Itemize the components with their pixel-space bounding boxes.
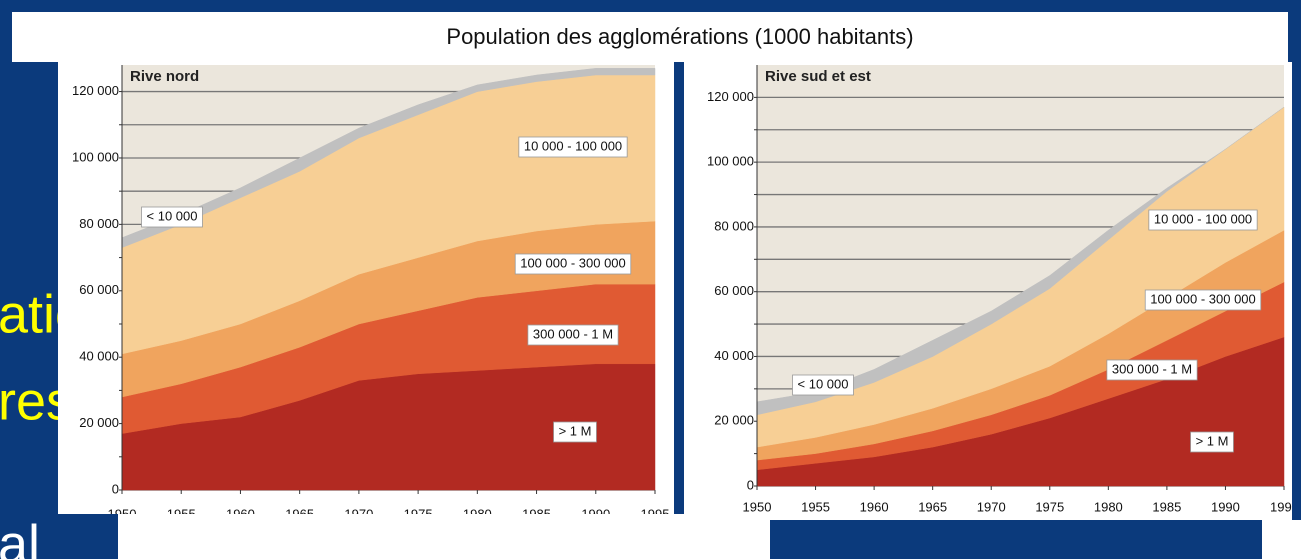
series-label-box xyxy=(792,374,854,396)
white-block xyxy=(1262,520,1301,559)
white-block xyxy=(118,514,770,559)
series-label: > 1 M xyxy=(559,423,592,438)
series-label: 10 000 - 100 000 xyxy=(524,138,622,153)
area xyxy=(121,68,656,248)
x-tick-label: 1965 xyxy=(285,506,314,521)
x-tick-label: 1950 xyxy=(108,506,137,521)
x-tick-label: 1970 xyxy=(977,499,1006,514)
x-tick-label: 1985 xyxy=(1152,499,1181,514)
y-tick-label: 60 000 xyxy=(79,282,119,297)
x-tick-label: 1975 xyxy=(1035,499,1064,514)
slide-fragment: al xyxy=(0,514,40,559)
series-label-box xyxy=(527,324,619,346)
series-label-box xyxy=(1148,209,1258,231)
x-tick-label: 1995 xyxy=(641,506,670,521)
x-tick-label: 1975 xyxy=(404,506,433,521)
series-label-box xyxy=(141,206,203,228)
series-label: 300 000 - 1 M xyxy=(533,326,613,341)
area xyxy=(756,106,1285,416)
series-label: < 10 000 xyxy=(147,208,198,223)
y-tick-label: 100 000 xyxy=(72,149,119,164)
y-tick-label: 100 000 xyxy=(707,154,754,169)
y-tick-label: 120 000 xyxy=(707,89,754,104)
x-tick-label: 1980 xyxy=(1094,499,1123,514)
y-tick-label: 20 000 xyxy=(79,415,119,430)
y-tick-label: 80 000 xyxy=(79,216,119,231)
series-label-box xyxy=(518,136,628,158)
x-tick-label: 1960 xyxy=(226,506,255,521)
series-label-box xyxy=(553,421,597,443)
series-label-box xyxy=(1106,359,1198,381)
chart-title: Rive sud et est xyxy=(765,68,871,85)
y-tick-label: 0 xyxy=(747,477,754,492)
y-tick-label: 20 000 xyxy=(714,413,754,428)
x-tick-label: 1980 xyxy=(463,506,492,521)
y-tick-label: 40 000 xyxy=(714,348,754,363)
x-tick-label: 1960 xyxy=(860,499,889,514)
series-label: > 1 M xyxy=(1196,433,1229,448)
series-label: 100 000 - 300 000 xyxy=(520,255,626,270)
x-tick-label: 1970 xyxy=(344,506,373,521)
y-tick-label: 0 xyxy=(112,481,119,496)
x-tick-label: 1985 xyxy=(522,506,551,521)
x-tick-label: 1950 xyxy=(743,499,772,514)
x-tick-label: 1990 xyxy=(581,506,610,521)
x-tick-label: 199 xyxy=(1270,499,1292,514)
series-label-box xyxy=(1144,289,1262,311)
y-tick-label: 40 000 xyxy=(79,349,119,364)
series-label-box xyxy=(1190,431,1234,453)
series-label: 100 000 - 300 000 xyxy=(1150,291,1256,306)
series-label: 300 000 - 1 M xyxy=(1112,361,1192,376)
y-tick-label: 80 000 xyxy=(714,218,754,233)
x-tick-label: 1965 xyxy=(918,499,947,514)
chart: > 1 M 300 000 - 1 M 100 000 - 300 000 10 00… xyxy=(72,65,670,521)
title-banner xyxy=(12,12,1288,62)
chart: > 1 M 300 000 - 1 M 100 000 - 300 000 10 00… xyxy=(707,65,1292,514)
series-label: 10 000 - 100 000 xyxy=(1154,211,1252,226)
series-label-box xyxy=(514,253,632,275)
x-tick-label: 1955 xyxy=(167,506,196,521)
chart-title: Rive nord xyxy=(130,68,199,85)
x-tick-label: 1990 xyxy=(1211,499,1240,514)
y-tick-label: 60 000 xyxy=(714,283,754,298)
y-tick-label: 120 000 xyxy=(72,83,119,98)
slide-title: Population des agglomérations (1000 habi… xyxy=(446,24,913,49)
series-label: < 10 000 xyxy=(798,376,849,391)
x-tick-label: 1955 xyxy=(801,499,830,514)
